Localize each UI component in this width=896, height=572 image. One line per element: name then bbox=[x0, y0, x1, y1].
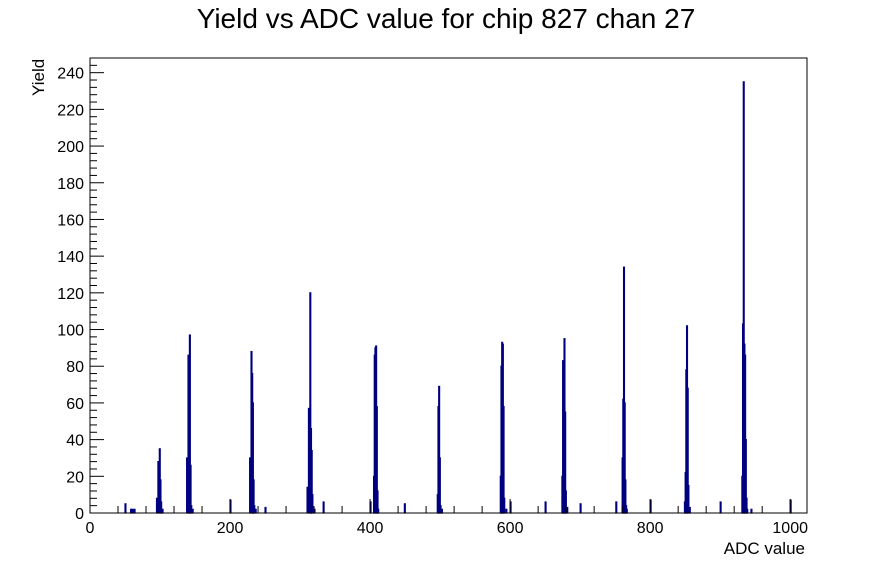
histogram-bin bbox=[505, 508, 508, 514]
histogram-bin bbox=[687, 484, 690, 514]
histogram-bin bbox=[544, 501, 547, 514]
histogram-bin bbox=[155, 497, 159, 514]
histogram-bin bbox=[322, 501, 325, 514]
y-tick-label: 220 bbox=[57, 102, 84, 119]
histogram-bin bbox=[249, 457, 252, 514]
histogram-bin bbox=[719, 501, 722, 514]
plot-area bbox=[124, 81, 792, 514]
histogram-bin bbox=[264, 506, 267, 514]
plot-frame bbox=[89, 57, 808, 514]
histogram-bin bbox=[750, 508, 753, 514]
histogram-bin bbox=[311, 494, 314, 514]
y-tick-label: 180 bbox=[57, 176, 84, 193]
histogram-bin bbox=[254, 508, 257, 514]
y-tick-label: 120 bbox=[57, 286, 84, 303]
x-tick-label: 400 bbox=[357, 520, 384, 537]
histogram-bin bbox=[253, 505, 256, 514]
histogram-bin bbox=[615, 501, 618, 514]
y-tick-label: 160 bbox=[57, 212, 84, 229]
histogram-bin bbox=[190, 505, 193, 514]
histogram-bin bbox=[440, 508, 443, 514]
y-tick-label: 40 bbox=[66, 433, 84, 450]
chart-title: Yield vs ADC value for chip 827 chan 27 bbox=[197, 3, 696, 34]
histogram-bin bbox=[377, 508, 380, 514]
histogram-bin bbox=[124, 503, 127, 514]
y-tick-label: 80 bbox=[66, 359, 84, 376]
histogram-bin bbox=[439, 505, 442, 514]
x-axis-label: ADC value bbox=[724, 539, 805, 558]
histogram-bin bbox=[503, 497, 506, 514]
histogram-bin bbox=[157, 461, 160, 514]
histogram-bin bbox=[161, 508, 164, 514]
histogram-bin bbox=[186, 457, 189, 514]
histogram-bin bbox=[688, 506, 691, 514]
x-tick-label: 0 bbox=[86, 520, 95, 537]
x-tick-label: 800 bbox=[637, 520, 664, 537]
y-tick-label: 20 bbox=[66, 469, 84, 486]
histogram-bin bbox=[746, 508, 749, 514]
x-tick-label: 600 bbox=[497, 520, 524, 537]
histogram-bin bbox=[502, 405, 505, 514]
histogram-bin bbox=[566, 506, 569, 514]
y-tick-label: 140 bbox=[57, 249, 84, 266]
histogram-bin bbox=[131, 508, 134, 514]
y-tick-label: 60 bbox=[66, 396, 84, 413]
x-tick-label: 1000 bbox=[772, 520, 808, 537]
y-tick-label: 200 bbox=[57, 139, 84, 156]
histogram-bin bbox=[306, 486, 309, 514]
x-tick-label: 200 bbox=[217, 520, 244, 537]
axes: 0 200 400 600 800 1000 0 20 40 60 80 100 120 140 160 18… bbox=[57, 57, 808, 537]
histogram-bin bbox=[438, 457, 441, 514]
y-tick-label: 100 bbox=[57, 323, 84, 340]
histogram-bin bbox=[625, 508, 628, 514]
y-tick-label: 0 bbox=[75, 506, 84, 523]
histogram-bin bbox=[403, 503, 406, 514]
histogram-bin bbox=[579, 503, 582, 514]
histogram-bin bbox=[307, 407, 310, 514]
histogram-bin bbox=[160, 501, 163, 514]
y-tick-label: 240 bbox=[57, 66, 84, 83]
histogram-bin bbox=[133, 508, 136, 514]
histogram-bin bbox=[191, 508, 194, 514]
histogram-bin bbox=[130, 508, 133, 514]
y-axis-label: Yield bbox=[29, 59, 48, 96]
